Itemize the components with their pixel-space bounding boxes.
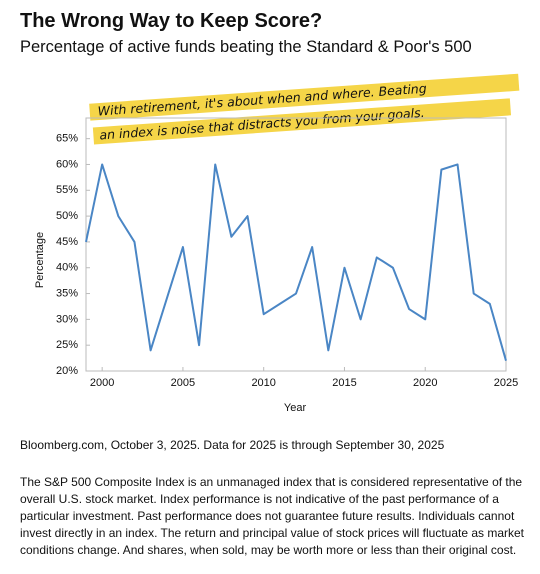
chart: With retirement, it's about when and whe…	[34, 73, 520, 414]
y-tick-label: 25%	[56, 339, 78, 351]
x-axis-label: Year	[284, 402, 307, 414]
annotation: With retirement, it's about when and whe…	[89, 73, 520, 145]
x-tick-label: 2025	[494, 377, 518, 389]
highlight	[89, 73, 520, 121]
highlight	[92, 98, 512, 145]
y-tick-label: 55%	[56, 184, 78, 196]
y-tick-label: 50%	[56, 210, 78, 222]
plot-frame	[85, 117, 507, 372]
x-tick-label: 2010	[251, 377, 275, 389]
x-tick-label: 2005	[171, 377, 195, 389]
y-tick-label: 35%	[56, 287, 78, 299]
disclaimer: The S&P 500 Composite Index is an unmana…	[20, 475, 525, 557]
x-tick-label: 2000	[90, 377, 114, 389]
x-tick-label: 2020	[413, 377, 437, 389]
subtitle: Percentage of active funds beating the S…	[20, 38, 472, 56]
y-tick-label: 40%	[56, 262, 78, 274]
y-tick-label: 65%	[56, 133, 78, 145]
title: The Wrong Way to Keep Score?	[20, 10, 323, 32]
data-line	[85, 163, 507, 361]
y-tick-label: 45%	[56, 236, 78, 248]
y-tick-label: 30%	[56, 313, 78, 325]
y-tick-label: 60%	[56, 158, 78, 170]
source: Bloomberg.com, October 3, 2025. Data for…	[20, 438, 445, 452]
x-tick-label: 2015	[332, 377, 356, 389]
y-tick-label: 20%	[56, 365, 78, 377]
y-axis-label: Percentage	[34, 232, 46, 288]
